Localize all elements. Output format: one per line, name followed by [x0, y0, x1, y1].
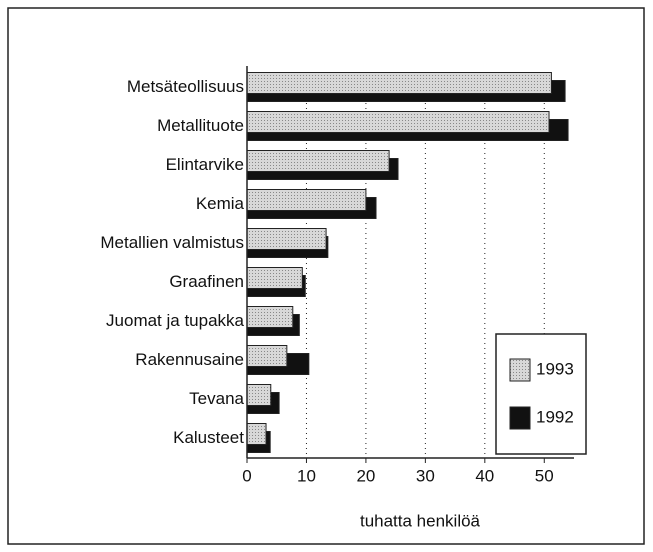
y-tick-label: Graafinen [169, 272, 244, 291]
x-tick-label: 30 [416, 466, 435, 485]
y-tick-label: Metallituote [157, 116, 244, 135]
bar [246, 345, 288, 367]
y-tick-label: Rakennusaine [135, 350, 244, 369]
y-tick-label: Metsäteollisuus [127, 77, 244, 96]
bar [246, 384, 272, 406]
y-tick-label: Juomat ja tupakka [106, 311, 245, 330]
y-tick-label: Kalusteet [173, 428, 244, 447]
x-tick-label: 40 [475, 466, 494, 485]
bar [246, 306, 294, 328]
x-axis-label: tuhatta henkilöä [360, 511, 481, 530]
y-tick-label: Tevana [189, 389, 244, 408]
bar [246, 111, 550, 133]
x-tick-label: 50 [535, 466, 554, 485]
bar [246, 228, 327, 250]
bar [246, 189, 367, 211]
y-tick-label: Elintarvike [166, 155, 244, 174]
x-tick-label: 20 [356, 466, 375, 485]
legend-label: 1992 [536, 407, 574, 426]
bar [246, 72, 552, 94]
frame [7, 7, 645, 545]
legend-swatch [509, 406, 531, 430]
x-tick-label: 10 [297, 466, 316, 485]
legend-box [495, 333, 587, 455]
bar [246, 423, 267, 445]
y-tick-label: Kemia [196, 194, 245, 213]
legend-label: 1993 [536, 359, 574, 378]
y-tick-label: Metallien valmistus [100, 233, 244, 252]
bar [246, 267, 303, 289]
x-tick-label: 0 [242, 466, 251, 485]
bar [246, 150, 390, 172]
legend-swatch [509, 358, 531, 382]
